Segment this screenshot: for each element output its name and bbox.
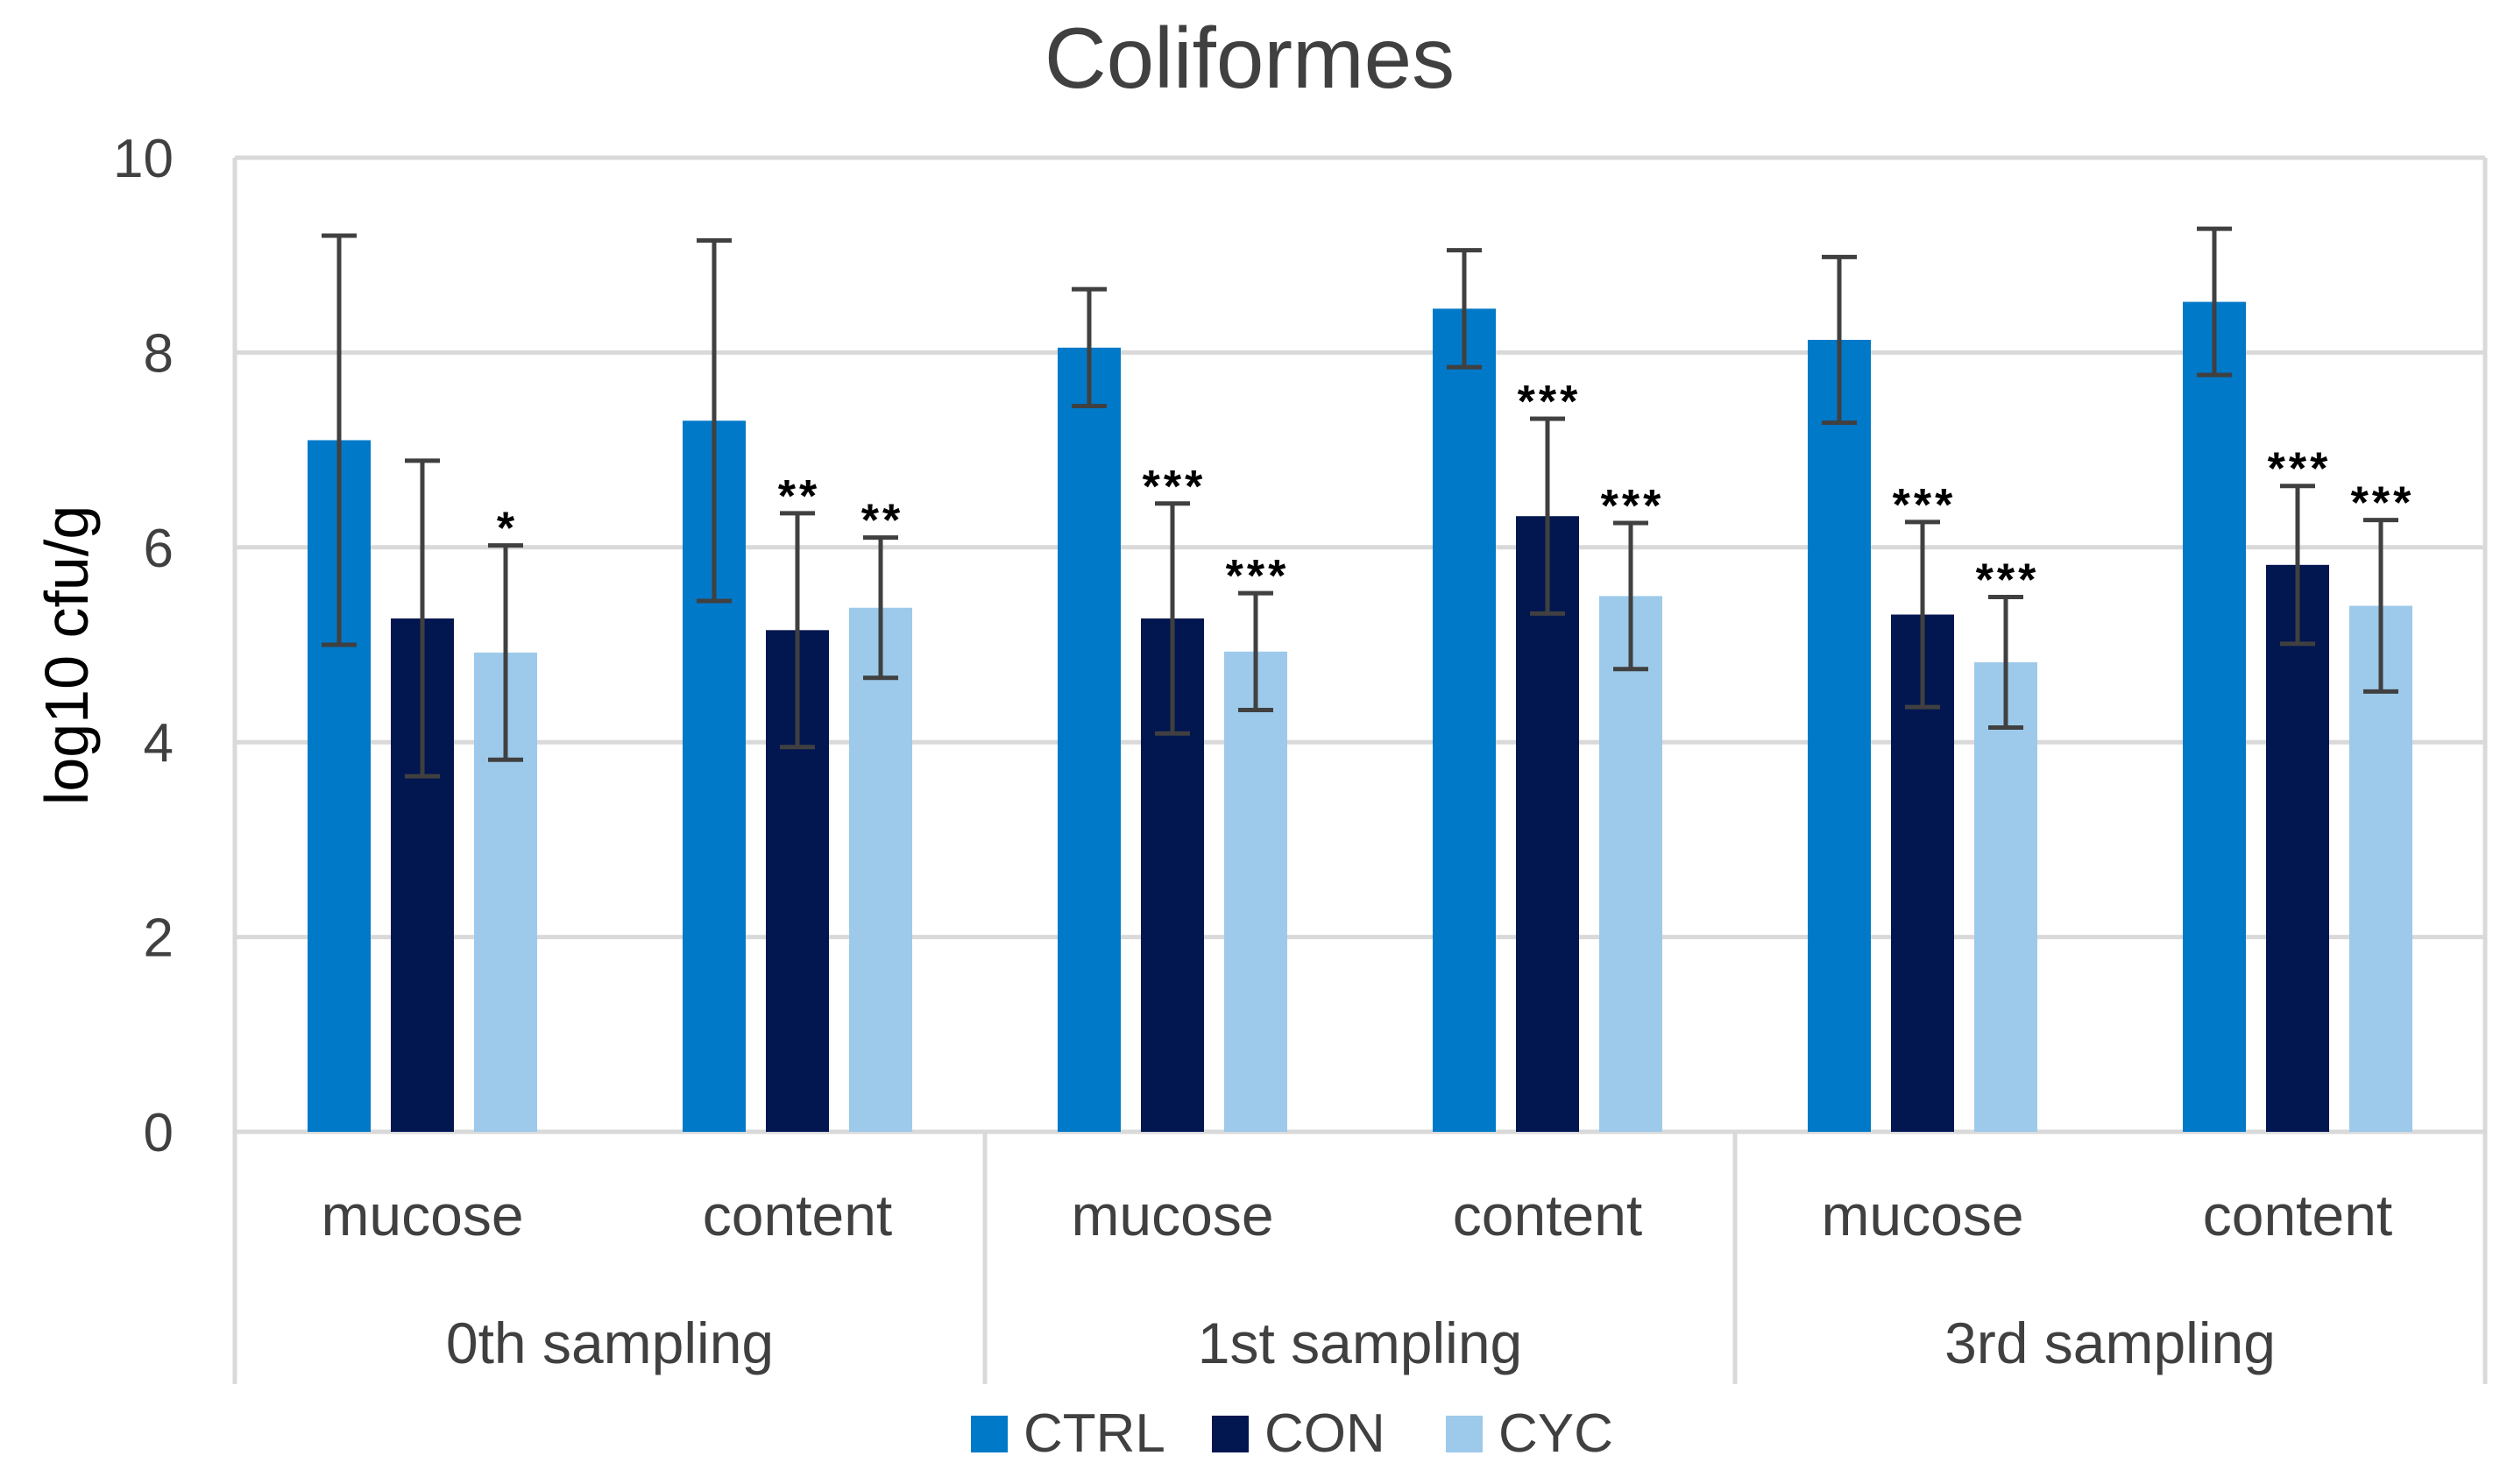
x-group-label: 0th sampling — [446, 1311, 774, 1375]
error-bar — [405, 458, 440, 779]
significance-label: ** — [778, 471, 820, 522]
significance-label: ** — [861, 496, 903, 547]
significance-label: *** — [2351, 478, 2415, 529]
error-bar — [488, 543, 523, 762]
plot-frame — [232, 158, 2488, 1384]
x-group-label: 1st sampling — [1198, 1311, 1523, 1375]
error-bar — [1822, 254, 1857, 425]
error-bar — [2197, 226, 2232, 378]
significance-label: *** — [1143, 462, 1207, 512]
legend: CTRL CON CYC — [971, 1403, 1613, 1464]
bar-con — [2266, 564, 2329, 1132]
bars — [308, 301, 2412, 1133]
legend-label: CON — [1264, 1403, 1385, 1464]
error-bar — [2363, 518, 2398, 694]
bar-ctrl — [1433, 308, 1496, 1132]
error-bar — [1072, 286, 1107, 409]
y-tick-label: 2 — [144, 908, 174, 969]
error-bar — [1530, 416, 1565, 616]
significance-label: *** — [1226, 551, 1290, 602]
legend-item-ctrl: CTRL — [971, 1403, 1165, 1464]
significance-label: *** — [1893, 480, 1957, 531]
y-axis-ticks: 0 2 4 6 8 10 — [113, 129, 174, 1163]
legend-swatch — [1212, 1416, 1249, 1452]
chart-title: Coliformes — [1045, 10, 1455, 106]
error-bar — [780, 511, 815, 750]
error-bar — [1613, 520, 1648, 672]
significance-label: * — [497, 504, 518, 555]
error-bar — [1988, 595, 2023, 731]
x-category-label: content — [2203, 1183, 2393, 1247]
bar-cyc — [849, 607, 912, 1132]
gridlines — [235, 155, 2485, 940]
y-axis-label: log10 cfu/g — [32, 505, 101, 805]
error-bar — [2280, 484, 2315, 647]
error-bar — [1155, 501, 1190, 736]
error-bar — [1447, 248, 1482, 370]
legend-swatch — [1446, 1416, 1483, 1452]
bar-ctrl — [2183, 301, 2246, 1132]
error-bar — [1238, 590, 1273, 713]
x-category-label: content — [703, 1183, 893, 1247]
error-bars — [322, 226, 2398, 779]
x-category-label: mucose — [1071, 1183, 1273, 1247]
significance-label: *** — [1601, 481, 1665, 532]
legend-swatch — [971, 1416, 1008, 1452]
x-group-label: 3rd sampling — [1944, 1311, 2276, 1375]
bar-con — [1516, 516, 1579, 1132]
significance-label: *** — [1518, 377, 1582, 428]
bar-cyc — [1224, 651, 1287, 1132]
error-bar — [1905, 519, 1940, 710]
legend-item-con: CON — [1212, 1403, 1385, 1464]
y-tick-label: 0 — [144, 1103, 174, 1163]
legend-label: CYC — [1498, 1403, 1613, 1464]
x-axis: mucose content mucose content mucose content 0… — [321, 1132, 2488, 1384]
error-bar — [322, 233, 357, 647]
significance-label: *** — [2268, 444, 2332, 495]
x-category-label: content — [1453, 1183, 1643, 1247]
significance-labels: *** ************** ************ — [497, 377, 2415, 606]
y-tick-label: 6 — [144, 519, 174, 579]
bar-ctrl — [1058, 347, 1121, 1133]
legend-item-cyc: CYC — [1446, 1403, 1613, 1464]
bar-ctrl — [1808, 339, 1871, 1133]
bar-cyc — [1599, 596, 1662, 1132]
y-tick-label: 4 — [144, 713, 174, 774]
y-tick-label: 10 — [113, 129, 174, 189]
legend-label: CTRL — [1023, 1403, 1165, 1464]
x-category-label: mucose — [1821, 1183, 2023, 1247]
error-bar — [697, 238, 732, 604]
significance-label: *** — [1976, 555, 2040, 606]
error-bar — [863, 535, 898, 681]
x-category-label: mucose — [321, 1183, 523, 1247]
bar-cyc — [1974, 662, 2037, 1132]
y-tick-label: 8 — [144, 323, 174, 384]
